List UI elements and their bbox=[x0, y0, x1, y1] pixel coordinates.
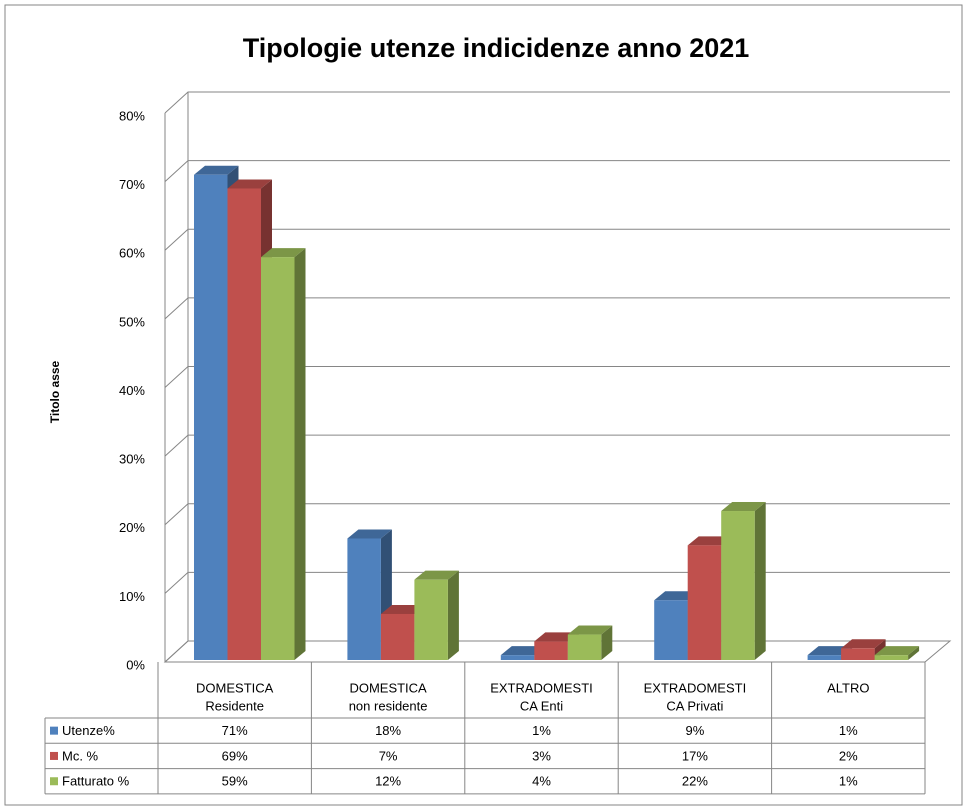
bar bbox=[194, 174, 228, 660]
bar-top bbox=[380, 604, 426, 614]
grid-line bbox=[164, 91, 950, 114]
bar-side bbox=[294, 248, 306, 661]
table-value: 71% bbox=[222, 723, 248, 738]
bar-side bbox=[601, 625, 613, 660]
chart-title: Tipologie utenze indicidenze anno 2021 bbox=[243, 33, 750, 63]
bar bbox=[721, 511, 755, 660]
y-tick-label: 50% bbox=[119, 314, 145, 329]
bar-top bbox=[261, 248, 306, 258]
legend-label: Mc. % bbox=[62, 748, 99, 763]
bar-top bbox=[347, 529, 392, 539]
y-tick-label: 10% bbox=[119, 589, 145, 604]
bar-top bbox=[841, 639, 886, 649]
y-tick-label: 20% bbox=[119, 520, 145, 535]
table-value: 1% bbox=[839, 723, 858, 738]
category-label: EXTRADOMESTI bbox=[490, 680, 593, 695]
category-label: DOMESTICA bbox=[196, 680, 274, 695]
bar-top bbox=[687, 536, 733, 546]
grid-line bbox=[164, 434, 950, 457]
bar-top bbox=[227, 179, 272, 189]
y-axis-title: Titolo asse bbox=[48, 360, 62, 423]
bar-top bbox=[500, 646, 546, 656]
bar-side bbox=[447, 570, 459, 660]
grid-line bbox=[164, 160, 950, 182]
y-tick-label: 60% bbox=[119, 246, 145, 261]
category-label: DOMESTICA bbox=[349, 680, 427, 695]
bar bbox=[500, 655, 535, 660]
y-tick-label: 80% bbox=[119, 108, 145, 123]
legend-label: Utenze% bbox=[62, 723, 115, 738]
bar-top bbox=[807, 646, 853, 656]
bar bbox=[654, 600, 688, 660]
bar bbox=[807, 655, 842, 660]
table-value: 69% bbox=[222, 748, 248, 763]
category-label: CA Privati bbox=[666, 698, 723, 713]
bar bbox=[874, 655, 909, 660]
bar bbox=[380, 613, 415, 660]
table-value: 1% bbox=[839, 774, 858, 789]
grid-line bbox=[164, 366, 950, 388]
legend-label: Fatturato % bbox=[62, 774, 130, 789]
bar-top bbox=[654, 591, 699, 601]
table-value: 12% bbox=[375, 774, 401, 789]
table-value: 17% bbox=[682, 748, 708, 763]
bar-top bbox=[874, 646, 920, 656]
grid-line bbox=[164, 503, 950, 526]
bar bbox=[227, 188, 261, 661]
bar bbox=[414, 579, 448, 660]
table-value: 18% bbox=[375, 723, 401, 738]
legend-swatch bbox=[50, 751, 58, 760]
category-label: Residente bbox=[205, 698, 264, 713]
bar bbox=[347, 538, 381, 660]
bar bbox=[841, 648, 875, 660]
grid-line bbox=[164, 228, 950, 251]
bar bbox=[567, 634, 602, 660]
category-label: EXTRADOMESTI bbox=[644, 680, 747, 695]
legend-swatch bbox=[50, 777, 58, 786]
bar-side bbox=[908, 646, 920, 660]
y-tick-label: 0% bbox=[126, 657, 145, 672]
y-tick-label: 30% bbox=[119, 452, 145, 467]
table-value: 2% bbox=[839, 748, 858, 763]
bar bbox=[534, 641, 568, 660]
y-tick-label: 70% bbox=[119, 177, 145, 192]
table-value: 4% bbox=[532, 774, 551, 789]
category-label: CA Enti bbox=[520, 698, 563, 713]
bar-top bbox=[721, 502, 766, 512]
bar bbox=[261, 257, 295, 660]
bar-top bbox=[414, 570, 459, 580]
bar bbox=[687, 545, 722, 660]
y-tick-label: 40% bbox=[119, 383, 145, 398]
table-value: 9% bbox=[686, 723, 705, 738]
chart-frame bbox=[4, 4, 963, 806]
category-label: non residente bbox=[349, 698, 428, 713]
bar-top bbox=[567, 625, 613, 635]
category-label: ALTRO bbox=[827, 680, 869, 695]
grid-line bbox=[164, 297, 950, 320]
table-value: 59% bbox=[222, 774, 248, 789]
bar-top bbox=[534, 632, 579, 642]
table-value: 3% bbox=[532, 748, 551, 763]
legend-swatch bbox=[50, 726, 58, 735]
bar-top bbox=[194, 165, 239, 175]
table-value: 1% bbox=[532, 723, 551, 738]
table-value: 7% bbox=[379, 748, 398, 763]
table-value: 22% bbox=[682, 774, 708, 789]
bar-side bbox=[754, 502, 766, 660]
